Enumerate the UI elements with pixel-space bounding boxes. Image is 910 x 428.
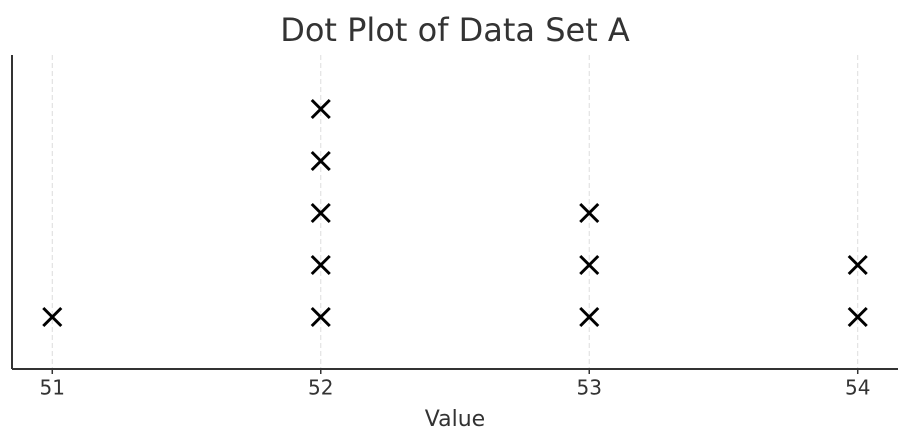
dot-marker: [310, 306, 331, 328]
dot-marker: [310, 98, 331, 120]
dot-marker: [579, 306, 600, 328]
dot-marker: [579, 254, 600, 276]
dot-marker: [310, 150, 331, 172]
dot-marker: [310, 202, 331, 224]
dot-marker: [847, 306, 868, 328]
x-tick-label: 51: [40, 376, 65, 400]
dot-marker: [847, 254, 868, 276]
dot-marker: [579, 202, 600, 224]
x-tick-label: 54: [845, 376, 870, 400]
x-tick-label: 52: [308, 376, 333, 400]
x-axis-label: Value: [425, 407, 485, 428]
dot-marker: [310, 254, 331, 276]
dot-marker: [42, 306, 63, 328]
x-tick-label: 53: [577, 376, 602, 400]
chart-title: Dot Plot of Data Set A: [280, 11, 630, 49]
